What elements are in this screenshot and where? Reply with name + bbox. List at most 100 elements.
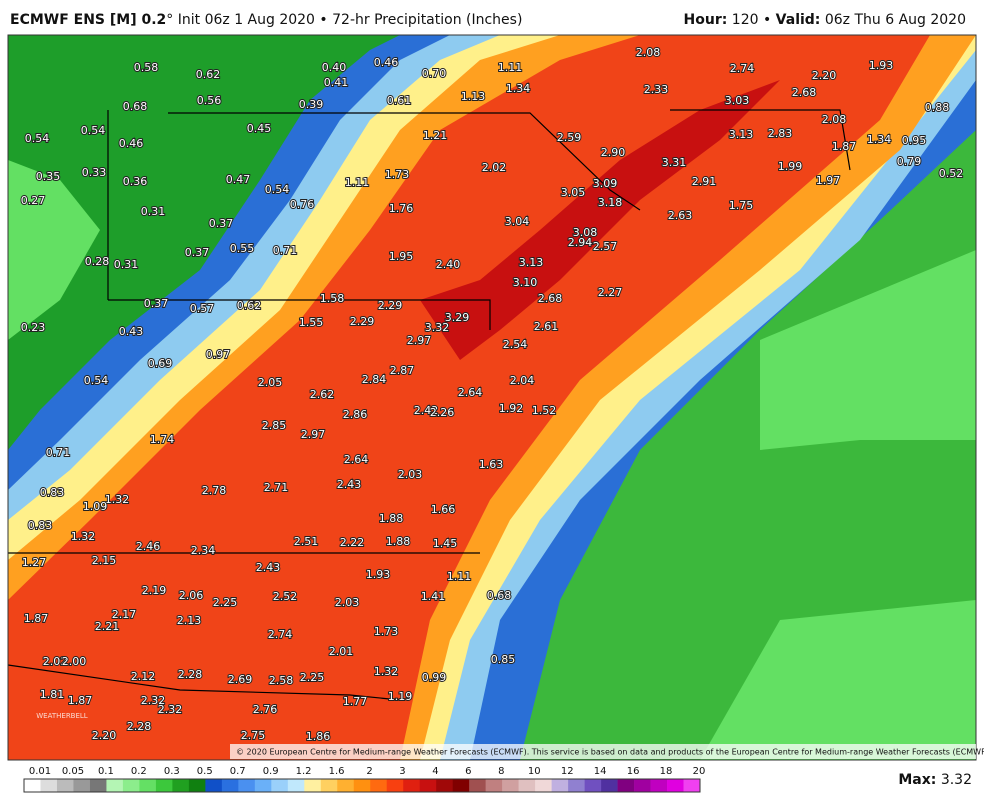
map-label: 0.52 (939, 167, 964, 180)
map-label: 1.93 (869, 59, 894, 72)
map-label: 0.33 (82, 166, 107, 179)
map-label: 0.54 (25, 132, 50, 145)
map-label: 0.27 (21, 194, 46, 207)
map-label: 0.68 (123, 100, 148, 113)
map-label: 2.46 (136, 540, 161, 553)
map-label: 3.04 (505, 215, 530, 228)
map-label: 1.45 (433, 537, 458, 550)
map-label: 2.63 (668, 209, 693, 222)
map-label: 1.88 (379, 512, 404, 525)
map-label: 0.46 (374, 56, 399, 69)
map-label: 2.69 (228, 673, 253, 686)
map-label: 1.81 (40, 688, 65, 701)
map-label: 1.93 (366, 568, 391, 581)
colorbar-tick-label: 0.05 (62, 766, 84, 777)
map-label: 1.77 (343, 695, 368, 708)
map-label: 2.28 (178, 668, 203, 681)
colorbar-cell (568, 779, 585, 792)
map-label: 1.41 (421, 590, 446, 603)
map-label: 2.22 (340, 536, 365, 549)
map-label: 2.25 (213, 596, 238, 609)
map-label: 1.21 (423, 129, 448, 142)
map-label: 0.56 (197, 94, 222, 107)
map-label: 0.85 (491, 653, 516, 666)
map-label: 2.06 (179, 589, 204, 602)
map-label: 2.68 (792, 86, 817, 99)
map-label: 2.83 (768, 127, 793, 140)
map-label: 2.29 (350, 315, 375, 328)
valid-value: 06z Thu 6 Aug 2020 (825, 12, 966, 28)
colorbar-tick-label: 2 (366, 766, 372, 777)
map-label: 1.97 (816, 174, 841, 187)
colorbar-tick-label: 8 (498, 766, 504, 777)
map-label: 0.95 (902, 134, 927, 147)
map-label: 2.26 (430, 406, 455, 419)
colorbar-cell (485, 779, 503, 792)
map-label: 2.33 (644, 83, 669, 96)
colorbar-tick-label: 1.2 (296, 766, 312, 777)
map-label: 2.03 (398, 468, 423, 481)
colorbar-cell (320, 779, 338, 792)
map-label: 1.73 (385, 168, 410, 181)
map-label: 2.42 (414, 404, 439, 417)
map-label: 0.69 (148, 357, 173, 370)
colorbar-cell (304, 779, 322, 792)
colorbar-cell (139, 779, 157, 792)
map-label: 2.64 (458, 386, 483, 399)
colorbar-tick-label: 0.3 (164, 766, 180, 777)
map-label: 2.84 (362, 373, 387, 386)
colorbar-tick-label: 6 (465, 766, 471, 777)
colorbar-tick-label: 4 (432, 766, 438, 777)
map-label: 2.40 (436, 258, 461, 271)
colorbar-cell (403, 779, 421, 792)
map-label: 1.66 (431, 503, 456, 516)
map-label: 3.29 (445, 311, 470, 324)
colorbar-cell (271, 779, 289, 792)
map-label: 3.10 (513, 276, 538, 289)
colorbar-cell (452, 779, 470, 792)
map-label: 1.63 (479, 458, 504, 471)
map-label: 0.79 (897, 155, 922, 168)
subtitle: ° Init 06z 1 Aug 2020 • 72-hr Precipitat… (166, 12, 522, 28)
map-label: 0.55 (230, 242, 255, 255)
map-label: 2.52 (273, 590, 298, 603)
colorbar-cell (386, 779, 404, 792)
map-label: 2.12 (131, 670, 156, 683)
map-label: 1.52 (532, 404, 557, 417)
map-label: 2.75 (241, 729, 266, 742)
map-label: 0.47 (226, 173, 251, 186)
map-label: 0.23 (21, 321, 46, 334)
colorbar-cell (254, 779, 272, 792)
map-label: 1.86 (306, 730, 331, 743)
colorbar-tick-label: 16 (627, 766, 640, 777)
colorbar-tick-label: 10 (528, 766, 541, 777)
map-label: 1.73 (374, 625, 399, 638)
map-label: 3.18 (598, 196, 623, 209)
map-label: 2.19 (142, 584, 167, 597)
copyright: © 2020 European Centre for Medium-range … (236, 748, 984, 757)
colorbar-cell (518, 779, 536, 792)
map-label: 0.71 (273, 244, 298, 257)
map-label: 0.54 (265, 183, 290, 196)
colorbar-tick-label: 0.9 (263, 766, 279, 777)
map-label: 1.87 (832, 140, 857, 153)
map-label: 0.88 (925, 101, 950, 114)
map-label: 0.76 (290, 198, 315, 211)
map-label: 3.32 (425, 321, 450, 334)
map-label: 2.71 (264, 481, 289, 494)
colorbar-cell (650, 779, 668, 792)
map-label: 2.64 (344, 453, 369, 466)
colorbar-cell (73, 779, 91, 792)
map-label: 1.55 (299, 316, 324, 329)
map-label: 1.19 (388, 690, 413, 703)
map-label: 3.13 (519, 256, 544, 269)
map-label: 0.54 (84, 374, 109, 387)
map-label: 0.39 (299, 98, 324, 111)
max-value: 3.32 (941, 772, 972, 788)
colorbar-tick-label: 1.6 (329, 766, 345, 777)
colorbar-cell (683, 779, 701, 792)
map-label: 1.34 (506, 82, 531, 95)
map-label: 1.87 (24, 612, 49, 625)
colorbar-tick-label: 0.01 (29, 766, 51, 777)
